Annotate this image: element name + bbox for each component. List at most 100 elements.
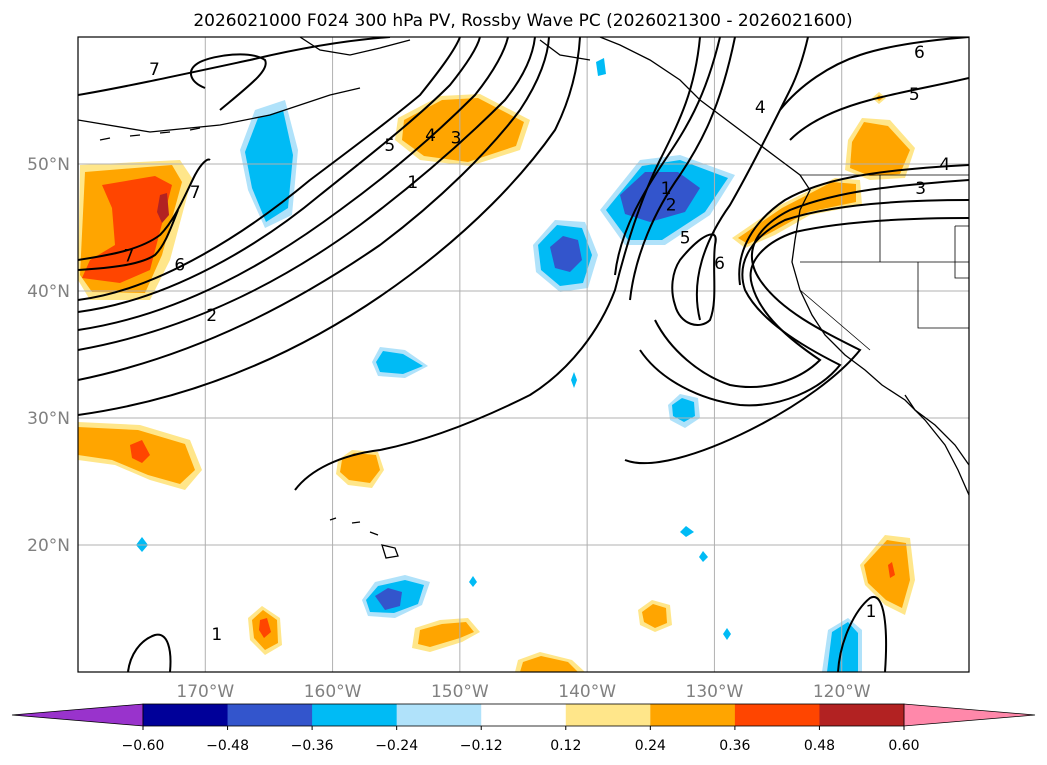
pv-contour-line bbox=[614, 37, 721, 276]
pv-contour-line bbox=[779, 37, 969, 111]
y-tick-label: 40°N bbox=[27, 282, 70, 302]
negative-anomaly-region bbox=[596, 58, 606, 76]
positive-anomaly-region bbox=[340, 453, 380, 483]
pv-contour-line bbox=[789, 77, 969, 141]
colorbar-extend-max bbox=[903, 703, 1036, 727]
aleutian-islands bbox=[99, 127, 201, 141]
pv-contour-line bbox=[78, 37, 461, 301]
pv-contour-line bbox=[695, 37, 809, 321]
x-tick-label: 160°W bbox=[304, 682, 362, 702]
positive-anomaly-region bbox=[864, 540, 910, 608]
pv-anomaly-fills bbox=[78, 58, 915, 672]
colorbar-segment bbox=[312, 704, 398, 726]
colorbar-tick-label: 0.24 bbox=[635, 738, 666, 754]
pv-contour-line bbox=[624, 179, 969, 465]
x-tick-label: 170°W bbox=[176, 682, 234, 702]
pv-contour-line bbox=[654, 217, 969, 388]
positive-anomaly-region bbox=[642, 604, 667, 628]
pv-contour-line bbox=[629, 37, 736, 301]
gridlines bbox=[78, 37, 969, 672]
x-tick-label: 120°W bbox=[813, 682, 871, 702]
colorbar-tick-label: −0.24 bbox=[375, 738, 418, 754]
pv-contour-label: 6 bbox=[714, 254, 725, 274]
pv-contour-label: 1 bbox=[866, 602, 877, 622]
pv-contour-line bbox=[127, 633, 172, 672]
alaska-peninsula bbox=[78, 87, 361, 133]
pv-contour-label: 4 bbox=[939, 155, 950, 175]
pv-contour-line bbox=[78, 37, 550, 381]
x-tick-label: 140°W bbox=[558, 682, 616, 702]
colorbar-segment bbox=[734, 704, 820, 726]
pv-contour-label: 1 bbox=[661, 179, 672, 199]
coastlines bbox=[78, 37, 969, 559]
pv-contour-label: 7 bbox=[190, 183, 201, 203]
x-tick-label: 150°W bbox=[431, 682, 489, 702]
colorbar-tick-label: −0.36 bbox=[291, 738, 334, 754]
pv-contour-label: 6 bbox=[914, 43, 925, 63]
pv-contour-line bbox=[837, 595, 888, 672]
positive-anomaly-region bbox=[402, 98, 524, 162]
colorbar-segment bbox=[565, 704, 651, 726]
positive-anomaly-region bbox=[520, 656, 578, 672]
negative-anomaly-region bbox=[672, 398, 695, 422]
pv-contour-line bbox=[190, 53, 267, 111]
colorbar-segment bbox=[396, 704, 482, 726]
pv-contour-line bbox=[78, 209, 179, 271]
hawaii-islands bbox=[329, 517, 399, 559]
pv-contour-label: 5 bbox=[909, 85, 920, 105]
colorbar-tick-label: 0.36 bbox=[719, 738, 750, 754]
x-axis: 170°W 160°W 150°W 140°W 130°W 120°W bbox=[176, 682, 870, 702]
colorbar-segment bbox=[819, 704, 905, 726]
pv-contour-label: 7 bbox=[124, 246, 135, 266]
colorbar-extend-min bbox=[11, 703, 144, 727]
pv-contour-line bbox=[78, 37, 581, 416]
negative-anomaly-region bbox=[469, 576, 477, 587]
colorbar-tick-label: 0.12 bbox=[550, 738, 581, 754]
pv-contour-line bbox=[78, 37, 509, 331]
pv-contour-label: 4 bbox=[425, 126, 436, 146]
negative-anomaly-region bbox=[571, 372, 577, 388]
colorbar-segment bbox=[481, 704, 567, 726]
pv-contour-label: 5 bbox=[680, 229, 691, 249]
baja-coastline bbox=[904, 394, 969, 466]
pv-contour-label: 7 bbox=[149, 60, 160, 80]
colorbar-frame bbox=[142, 703, 905, 727]
political-boundaries bbox=[799, 174, 969, 351]
negative-anomaly-region bbox=[245, 110, 293, 222]
colorbar-tick-label: −0.60 bbox=[122, 738, 165, 754]
pv-contour-line bbox=[738, 164, 969, 286]
pv-contour-label: 2 bbox=[206, 306, 217, 326]
y-tick-label: 50°N bbox=[27, 155, 70, 175]
pv-contour-label: 6 bbox=[174, 255, 185, 275]
pv-contour-line bbox=[78, 37, 481, 313]
pv-contours bbox=[78, 37, 969, 672]
positive-anomaly-region bbox=[259, 618, 271, 638]
colorbar: −0.60 −0.48 −0.36 −0.24 −0.12 0.12 0.24 0.36 0.4… bbox=[11, 703, 1036, 754]
positive-anomaly-region bbox=[850, 122, 910, 176]
pv-contour-label: 1 bbox=[211, 625, 222, 645]
negative-anomaly-region bbox=[376, 351, 423, 374]
negative-anomaly-region bbox=[723, 628, 731, 640]
colorbar-tick-label: −0.12 bbox=[460, 738, 503, 754]
colorbar-segment bbox=[143, 704, 229, 726]
canada-coast bbox=[299, 37, 591, 61]
pv-contour-line bbox=[78, 37, 536, 351]
negative-anomaly-region bbox=[375, 588, 402, 610]
state-border bbox=[799, 175, 969, 351]
negative-anomaly-region bbox=[699, 551, 708, 562]
pv-contour-label: 2 bbox=[666, 196, 677, 216]
y-axis: 20°N 30°N 40°N 50°N bbox=[27, 155, 70, 556]
pv-contour-label: 3 bbox=[915, 179, 926, 199]
negative-anomaly-region bbox=[550, 236, 582, 272]
x-tick-label: 130°W bbox=[686, 682, 744, 702]
positive-anomaly-region bbox=[130, 440, 150, 463]
positive-anomaly-region bbox=[888, 562, 895, 578]
pv-contour-label: 4 bbox=[755, 98, 766, 118]
colorbar-tick-label: −0.48 bbox=[206, 738, 249, 754]
colorbar-segment bbox=[650, 704, 736, 726]
positive-anomaly-region bbox=[157, 193, 169, 223]
pv-contour-label: 5 bbox=[384, 136, 395, 156]
